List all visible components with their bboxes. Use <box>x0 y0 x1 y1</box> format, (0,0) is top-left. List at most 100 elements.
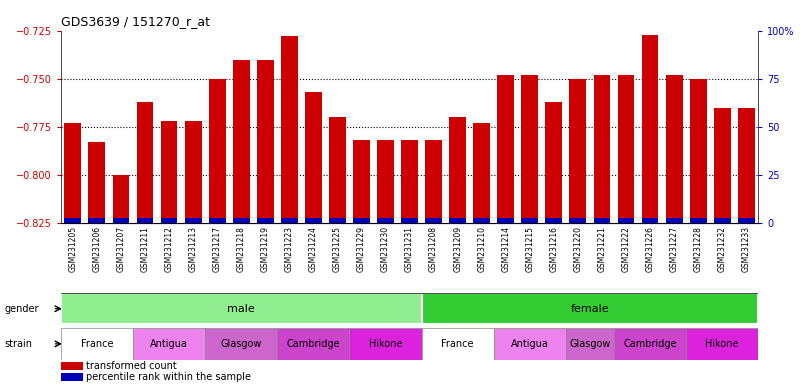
Bar <box>61 362 83 371</box>
Text: GSM231233: GSM231233 <box>742 226 751 272</box>
Text: GSM231213: GSM231213 <box>189 226 198 272</box>
Bar <box>353 218 370 223</box>
Text: Antigua: Antigua <box>511 339 549 349</box>
Bar <box>133 328 205 360</box>
Bar <box>61 293 422 324</box>
Bar <box>136 218 153 223</box>
Text: Antigua: Antigua <box>150 339 188 349</box>
Text: GSM231222: GSM231222 <box>621 226 630 272</box>
Bar <box>594 218 611 223</box>
Text: percentile rank within the sample: percentile rank within the sample <box>86 372 251 382</box>
Text: GSM231232: GSM231232 <box>718 226 727 272</box>
Bar <box>185 121 201 223</box>
Text: France: France <box>80 339 114 349</box>
Bar <box>113 218 130 223</box>
Text: Glasgow: Glasgow <box>221 339 262 349</box>
Bar <box>208 218 225 223</box>
Bar <box>566 328 614 360</box>
Bar <box>569 79 586 223</box>
Bar <box>257 218 273 223</box>
Bar <box>64 123 81 223</box>
Text: GSM231216: GSM231216 <box>549 226 558 272</box>
Text: male: male <box>227 304 255 314</box>
Bar <box>546 218 562 223</box>
Bar <box>233 218 250 223</box>
Bar <box>642 218 659 223</box>
Bar <box>642 35 659 223</box>
Bar <box>277 328 350 360</box>
Text: GSM231215: GSM231215 <box>526 226 534 272</box>
Bar <box>497 75 514 223</box>
Text: GSM231231: GSM231231 <box>405 226 414 272</box>
Text: Hikone: Hikone <box>706 339 739 349</box>
Text: GSM231205: GSM231205 <box>68 226 77 272</box>
Text: GSM231210: GSM231210 <box>477 226 487 272</box>
Bar <box>618 218 634 223</box>
Bar <box>618 75 634 223</box>
Bar <box>305 92 322 223</box>
Bar <box>714 108 731 223</box>
Text: Glasgow: Glasgow <box>569 339 611 349</box>
Text: France: France <box>441 339 474 349</box>
Bar <box>494 328 566 360</box>
Text: GDS3639 / 151270_r_at: GDS3639 / 151270_r_at <box>61 15 210 28</box>
Bar <box>401 140 418 223</box>
Text: GSM231211: GSM231211 <box>140 226 149 272</box>
Bar <box>686 328 758 360</box>
Bar <box>422 293 758 324</box>
Text: GSM231212: GSM231212 <box>165 226 174 272</box>
Bar <box>281 218 298 223</box>
Bar <box>594 75 611 223</box>
Text: GSM231217: GSM231217 <box>212 226 221 272</box>
Bar <box>161 218 178 223</box>
Bar <box>136 102 153 223</box>
Bar <box>689 79 706 223</box>
Bar <box>64 218 81 223</box>
Text: GSM231226: GSM231226 <box>646 226 654 272</box>
Bar <box>350 328 422 360</box>
Bar <box>422 328 494 360</box>
Bar <box>474 123 490 223</box>
Text: GSM231221: GSM231221 <box>598 226 607 272</box>
Text: strain: strain <box>4 339 32 349</box>
Bar <box>449 117 466 223</box>
Bar <box>614 328 686 360</box>
Bar <box>497 218 514 223</box>
Bar <box>546 102 562 223</box>
Bar <box>377 140 394 223</box>
Text: Cambridge: Cambridge <box>286 339 340 349</box>
Text: transformed count: transformed count <box>86 361 177 371</box>
Bar <box>88 142 105 223</box>
Bar <box>61 328 133 360</box>
Bar <box>161 121 178 223</box>
Bar <box>474 218 490 223</box>
Bar <box>205 328 277 360</box>
Text: female: female <box>571 304 609 314</box>
Text: GSM231206: GSM231206 <box>92 226 101 272</box>
Bar <box>689 218 706 223</box>
Bar <box>329 117 345 223</box>
Text: GSM231225: GSM231225 <box>333 226 342 272</box>
Text: GSM231224: GSM231224 <box>309 226 318 272</box>
Text: GSM231219: GSM231219 <box>261 226 270 272</box>
Bar <box>666 75 683 223</box>
Bar <box>233 60 250 223</box>
Text: gender: gender <box>4 304 39 314</box>
Text: GSM231223: GSM231223 <box>285 226 294 272</box>
Text: GSM231220: GSM231220 <box>573 226 582 272</box>
Bar <box>738 218 755 223</box>
Bar <box>666 218 683 223</box>
Bar <box>61 373 83 381</box>
Bar <box>185 218 201 223</box>
Text: GSM231208: GSM231208 <box>429 226 438 272</box>
Bar <box>281 36 298 223</box>
Text: GSM231230: GSM231230 <box>381 226 390 272</box>
Bar <box>521 218 539 223</box>
Text: GSM231209: GSM231209 <box>453 226 462 272</box>
Text: GSM231229: GSM231229 <box>357 226 366 272</box>
Bar <box>257 60 273 223</box>
Bar <box>305 218 322 223</box>
Bar <box>113 175 130 223</box>
Bar <box>329 218 345 223</box>
Text: GSM231227: GSM231227 <box>670 226 679 272</box>
